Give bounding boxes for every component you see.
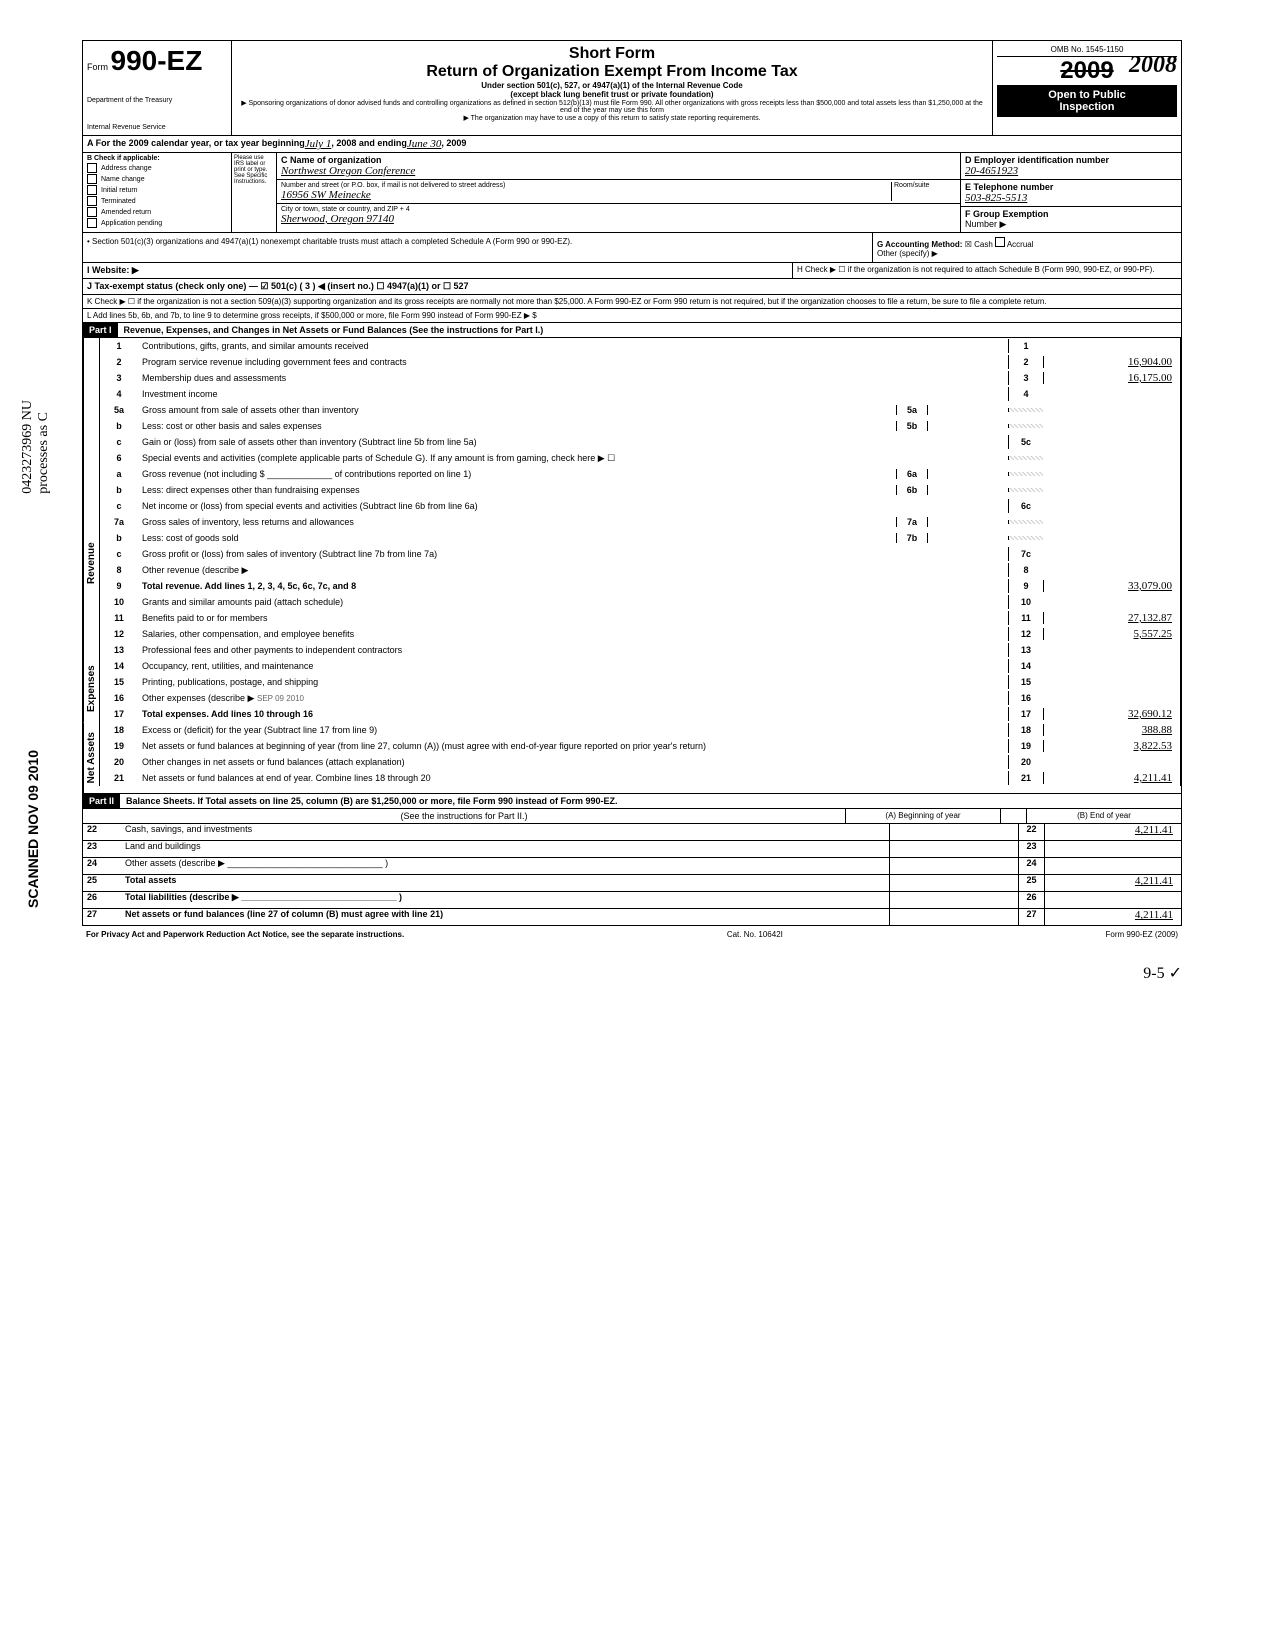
- subtitle-code: Under section 501(c), 527, or 4947(a)(1)…: [236, 81, 988, 90]
- org-address: 16956 SW Meinecke: [281, 189, 891, 201]
- balance-25: 25Total assets254,211.41: [82, 875, 1182, 892]
- header-right: OMB No. 1545-1150 2009 2008 Open to Publ…: [992, 41, 1181, 135]
- dept-treasury: Department of the Treasury: [87, 97, 227, 104]
- org-name: Northwest Oregon Conference: [281, 165, 415, 177]
- website-label: I Website: ▶: [83, 263, 792, 278]
- form-header: Form 990-EZ Department of the Treasury I…: [82, 40, 1182, 136]
- header-left: Form 990-EZ Department of the Treasury I…: [83, 41, 232, 135]
- net-assets-label: Net Assets: [83, 722, 99, 793]
- note-sponsoring: ▶ Sponsoring organizations of donor advi…: [236, 99, 988, 114]
- accounting-method: G Accounting Method: ☒ Cash Accrual Othe…: [873, 233, 1181, 262]
- side-handwriting: processes as C 0423273969 NU: [20, 400, 52, 494]
- expenses-label: Expenses: [83, 594, 99, 722]
- balance-26: 26Total liabilities (describe ▶ ________…: [82, 892, 1182, 909]
- website-h-row: I Website: ▶ H Check ▶ ☐ if the organiza…: [82, 263, 1182, 279]
- header-center: Short Form Return of Organization Exempt…: [232, 41, 992, 135]
- bottom-handwriting: 9-5 ✓: [82, 963, 1182, 983]
- net-assets-section: Net Assets 18Excess or (deficit) for the…: [82, 722, 1182, 794]
- k-check-row: K Check ▶ ☐ if the organization is not a…: [82, 295, 1182, 309]
- org-city: Sherwood, Oregon 97140: [281, 213, 410, 225]
- balance-24: 24Other assets (describe ▶ _____________…: [82, 858, 1182, 875]
- title-short-form: Short Form: [236, 45, 988, 63]
- form-990ez: Form 990-EZ Department of the Treasury I…: [82, 40, 1182, 983]
- ein: 20-4651923: [965, 165, 1177, 177]
- form-number: 990-EZ: [111, 45, 203, 76]
- title-return: Return of Organization Exempt From Incom…: [236, 63, 988, 81]
- footer: For Privacy Act and Paperwork Reduction …: [82, 926, 1182, 943]
- checkbox-terminated[interactable]: [87, 196, 97, 206]
- irs-label-note: Please use IRS label or print or type. S…: [232, 153, 277, 232]
- tax-year: 2009 2008: [997, 57, 1177, 85]
- checkbox-name[interactable]: [87, 174, 97, 184]
- part2-header: Part II Balance Sheets. If Total assets …: [82, 794, 1182, 809]
- tax-exempt-row: J Tax-exempt status (check only one) — ☑…: [82, 279, 1182, 295]
- expenses-section: Expenses 10Grants and similar amounts pa…: [82, 594, 1182, 722]
- section-501-row: • Section 501(c)(3) organizations and 49…: [82, 233, 1182, 263]
- phone: 503-825-5513: [965, 192, 1177, 204]
- balance-23: 23Land and buildings23: [82, 841, 1182, 858]
- checkbox-initial[interactable]: [87, 185, 97, 195]
- side-scanned-stamp: SCANNED NOV 09 2010: [25, 750, 41, 908]
- section-b: B Check if applicable: Address change Na…: [83, 153, 232, 232]
- part1-header: Part I Revenue, Expenses, and Changes in…: [82, 323, 1182, 338]
- balance-header: (See the instructions for Part II.) (A) …: [82, 809, 1182, 824]
- form-prefix: Form: [87, 62, 108, 72]
- balance-27: 27Net assets or fund balances (line 27 o…: [82, 909, 1182, 926]
- section-c: C Name of organization Northwest Oregon …: [277, 153, 961, 232]
- l-line-row: L Add lines 5b, 6b, and 7b, to line 9 to…: [82, 309, 1182, 323]
- row-a-tax-year: A For the 2009 calendar year, or tax yea…: [82, 136, 1182, 153]
- checkbox-amended[interactable]: [87, 207, 97, 217]
- checkbox-pending[interactable]: [87, 218, 97, 228]
- revenue-label: Revenue: [83, 338, 99, 594]
- section-h: H Check ▶ ☐ if the organization is not r…: [792, 263, 1181, 278]
- checkbox-cash[interactable]: ☒: [965, 240, 972, 249]
- dept-irs: Internal Revenue Service: [87, 124, 227, 131]
- open-to-public: Open to Public Inspection: [997, 85, 1177, 117]
- checkbox-address[interactable]: [87, 163, 97, 173]
- section-bcd: B Check if applicable: Address change Na…: [82, 153, 1182, 233]
- checkbox-accrual[interactable]: [995, 237, 1005, 247]
- note-state: ▶ The organization may have to use a cop…: [236, 114, 988, 122]
- section-def: D Employer identification number 20-4651…: [961, 153, 1181, 232]
- revenue-section: Revenue 1Contributions, gifts, grants, a…: [82, 338, 1182, 594]
- subtitle-except: (except black lung benefit trust or priv…: [236, 90, 988, 99]
- balance-22: 22Cash, savings, and investments224,211.…: [82, 824, 1182, 841]
